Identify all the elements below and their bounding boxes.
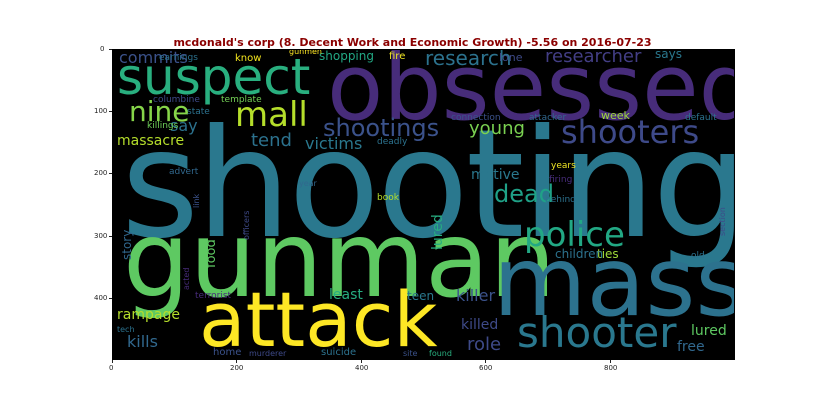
- y-tick-mark-400: [109, 298, 112, 299]
- word-dead: dead: [494, 180, 554, 208]
- word-killer: killer: [456, 286, 496, 305]
- x-tick-400: 400: [355, 364, 369, 372]
- word-mall: mall: [235, 95, 308, 135]
- word-says: says: [655, 49, 682, 61]
- word-children: ties: [597, 247, 619, 261]
- word-fire: fire: [389, 51, 406, 62]
- word-shooters: shooters: [561, 113, 700, 151]
- word-ties: free: [677, 339, 705, 355]
- word-gunmen: gunmen: [289, 49, 323, 56]
- word-site: site: [403, 349, 418, 358]
- word-shootings: shootings: [323, 114, 440, 142]
- y-tick-0: 0: [100, 45, 105, 53]
- word-police: police: [524, 215, 625, 255]
- word-old: old: [691, 251, 705, 261]
- word-research: research: [425, 49, 512, 70]
- word-food: children: [555, 247, 604, 261]
- word-earnings: earnings: [159, 53, 198, 63]
- y-tick-mark-200: [109, 173, 112, 174]
- word-nine: nine: [129, 95, 190, 128]
- word-shopping: story: [120, 229, 134, 260]
- word-gunman: gunman: [123, 199, 556, 321]
- word-book: book: [377, 193, 399, 203]
- word-shooter: shooter: [517, 308, 677, 357]
- word-terrorist: terrorist: [195, 291, 232, 301]
- chart-title: mcdonald's corp (8. Decent Work and Econ…: [173, 36, 652, 49]
- word-commits: commits: [119, 49, 188, 67]
- word-behind: behind: [545, 195, 576, 205]
- word-motive: motive: [471, 167, 520, 183]
- word-say: say: [170, 116, 198, 135]
- x-tick-mark-800: [610, 360, 611, 363]
- word-victims: victims: [305, 134, 363, 153]
- word-firing: firing: [549, 175, 573, 185]
- word-years: years: [551, 161, 576, 171]
- y-tick-mark-100: [109, 111, 112, 112]
- word-tend: tend: [251, 130, 292, 151]
- y-tick-100: 100: [94, 107, 108, 115]
- word-tech: tech: [117, 325, 135, 334]
- word-officers: officers: [242, 210, 251, 240]
- word-attack: attack: [199, 275, 438, 360]
- wordcloud-axes: shooting obsessed gunman mass attack sus…: [94, 45, 735, 372]
- word-murderer: murderer: [249, 349, 287, 358]
- word-lured: lured: [430, 214, 446, 250]
- x-tick-0: 0: [109, 364, 114, 372]
- word-models: shopping: [319, 49, 374, 63]
- word-killed: killed: [461, 317, 499, 333]
- word-section: section: [718, 207, 727, 236]
- x-tick-800: 800: [604, 364, 618, 372]
- word-acted: acted: [182, 267, 191, 290]
- word-columbine: columbine: [153, 95, 200, 105]
- word-free: lured: [691, 323, 727, 339]
- x-tick-mark-0: [112, 360, 113, 363]
- word-default: default: [685, 113, 717, 123]
- word-link: link: [192, 193, 201, 208]
- word-connection: connection: [451, 113, 501, 123]
- y-tick-200: 200: [94, 169, 108, 177]
- word-lone: lone: [499, 51, 523, 64]
- x-tick-200: 200: [230, 364, 244, 372]
- word-suicide: suicide: [321, 347, 357, 358]
- word-young: young: [469, 118, 525, 139]
- word-kills: kills: [127, 332, 158, 351]
- x-tick-mark-600: [485, 360, 486, 363]
- y-tick-400: 400: [94, 294, 108, 302]
- wordcloud-canvas: shooting obsessed gunman mass attack sus…: [112, 49, 735, 360]
- word-massacre: massacre: [117, 133, 185, 149]
- word-teen: teen: [407, 289, 435, 303]
- word-state: state: [187, 107, 210, 117]
- word-suspect: suspect: [117, 49, 311, 106]
- word-rampage: rampage: [117, 307, 180, 323]
- y-tick-mark-0: [109, 49, 112, 50]
- word-year: year: [299, 179, 317, 188]
- y-tick-mark-300: [109, 236, 112, 237]
- x-tick-mark-400: [361, 360, 362, 363]
- x-tick-600: 600: [479, 364, 493, 372]
- word-template: template: [221, 95, 262, 105]
- word-deadly: deadly: [377, 137, 408, 147]
- word-least: least: [329, 287, 363, 303]
- word-know: know: [235, 53, 262, 64]
- word-role: role: [467, 334, 502, 355]
- word-advert: advert: [169, 167, 199, 177]
- word-shooting: shooting: [121, 98, 735, 272]
- word-killings: killings: [147, 121, 179, 131]
- word-obsessed: obsessed: [327, 49, 735, 141]
- word-week: week: [601, 109, 630, 122]
- word-mass: mass: [493, 226, 735, 338]
- x-tick-mark-200: [236, 360, 237, 363]
- y-tick-300: 300: [94, 232, 108, 240]
- word-home: home: [213, 347, 242, 358]
- word-attacker: attacker: [529, 113, 567, 123]
- word-researcher: researcher: [545, 49, 642, 67]
- word-found: found: [429, 349, 452, 358]
- word-story: food: [204, 239, 219, 268]
